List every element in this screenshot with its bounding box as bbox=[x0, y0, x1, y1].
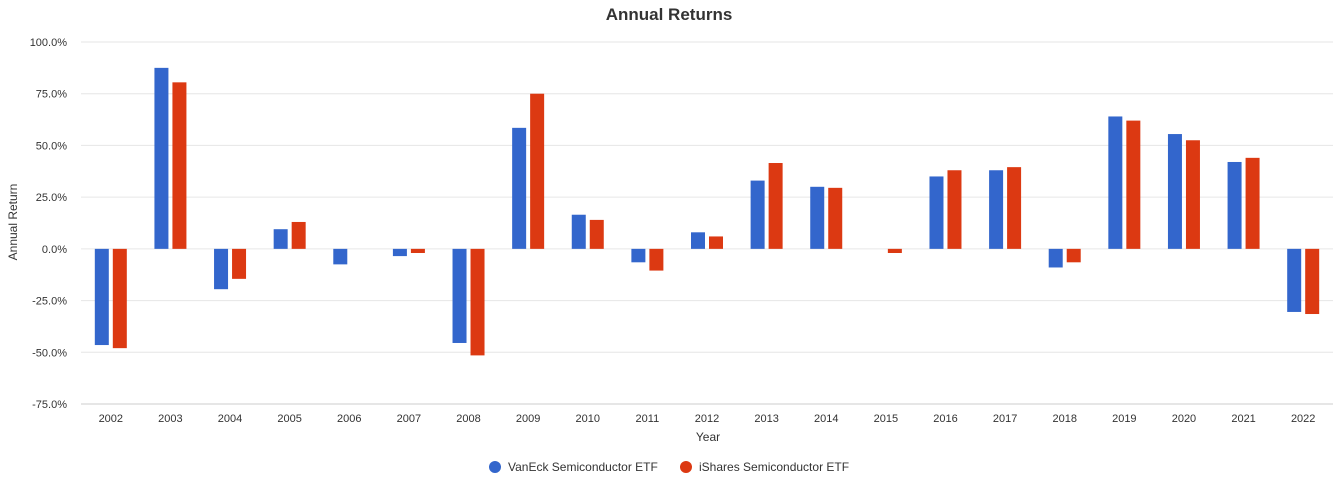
x-tick-label: 2008 bbox=[456, 413, 480, 425]
x-tick-label: 2022 bbox=[1291, 413, 1315, 425]
bar-vaneck-2021 bbox=[1227, 161, 1242, 249]
legend-label: iShares Semiconductor ETF bbox=[699, 460, 849, 474]
bar-vaneck-2019 bbox=[1108, 116, 1123, 249]
bar-vaneck-2002 bbox=[94, 248, 109, 346]
bar-vaneck-2003 bbox=[154, 67, 169, 249]
bar-vaneck-2010 bbox=[571, 214, 586, 249]
bar-ishares-2004 bbox=[232, 248, 247, 279]
bars bbox=[94, 67, 1320, 356]
y-axis-ticks: 100.0% 75.0% 50.0% 25.0% 0.0% -25.0% -50.0% -75… bbox=[30, 37, 68, 411]
bar-ishares-2018 bbox=[1066, 248, 1081, 263]
y-tick-label: 75.0% bbox=[36, 89, 67, 101]
bar-ishares-2011 bbox=[649, 248, 664, 271]
x-tick-label: 2010 bbox=[576, 413, 600, 425]
bar-ishares-2005 bbox=[291, 221, 306, 249]
x-tick-label: 2004 bbox=[218, 413, 242, 425]
bar-ishares-2009 bbox=[530, 93, 545, 249]
x-tick-label: 2014 bbox=[814, 413, 838, 425]
bar-vaneck-2007 bbox=[392, 248, 407, 257]
bar-vaneck-2008 bbox=[452, 248, 467, 343]
bar-ishares-2019 bbox=[1126, 120, 1141, 249]
y-tick-label: 0.0% bbox=[42, 244, 67, 256]
bar-ishares-2012 bbox=[709, 236, 723, 249]
bar-vaneck-2022 bbox=[1287, 248, 1302, 312]
bar-ishares-2017 bbox=[1007, 167, 1022, 249]
bar-vaneck-2016 bbox=[929, 176, 944, 249]
y-tick-label: 100.0% bbox=[30, 37, 68, 49]
x-tick-label: 2020 bbox=[1172, 413, 1196, 425]
bar-vaneck-2018 bbox=[1048, 248, 1063, 268]
legend-marker-ishares bbox=[680, 461, 692, 473]
x-tick-label: 2015 bbox=[874, 413, 898, 425]
bar-vaneck-2006 bbox=[333, 248, 348, 265]
bar-vaneck-2011 bbox=[631, 248, 646, 263]
bar-vaneck-2014 bbox=[810, 186, 825, 249]
chart-title: Annual Returns bbox=[606, 5, 733, 24]
y-tick-label: -25.0% bbox=[32, 296, 67, 308]
x-tick-label: 2005 bbox=[277, 413, 301, 425]
bar-vaneck-2009 bbox=[512, 127, 527, 249]
bar-ishares-2007 bbox=[410, 248, 425, 253]
bar-vaneck-2017 bbox=[989, 170, 1004, 249]
bar-vaneck-2013 bbox=[750, 180, 765, 249]
x-axis-ticks: 2002 2003 2004 2005 2006 2007 2008 2009 2010 2011… bbox=[99, 413, 1316, 425]
x-tick-label: 2006 bbox=[337, 413, 361, 425]
bar-ishares-2003 bbox=[172, 82, 187, 249]
y-axis-title: Annual Return bbox=[6, 184, 20, 261]
x-tick-label: 2016 bbox=[933, 413, 957, 425]
x-tick-label: 2003 bbox=[158, 413, 182, 425]
bar-ishares-2016 bbox=[947, 170, 962, 249]
legend-marker-vaneck bbox=[489, 461, 501, 473]
x-tick-label: 2011 bbox=[636, 413, 660, 425]
y-tick-label: -50.0% bbox=[32, 347, 67, 359]
bar-ishares-2002 bbox=[112, 248, 127, 349]
y-tick-label: -75.0% bbox=[32, 399, 67, 411]
bar-ishares-2015 bbox=[887, 248, 902, 253]
y-tick-label: 25.0% bbox=[36, 192, 67, 204]
x-tick-label: 2009 bbox=[516, 413, 540, 425]
bar-ishares-2008 bbox=[470, 248, 485, 356]
y-tick-label: 50.0% bbox=[36, 140, 67, 152]
bar-ishares-2020 bbox=[1185, 140, 1200, 249]
bar-vaneck-2012 bbox=[691, 232, 705, 249]
bar-ishares-2014 bbox=[828, 187, 843, 249]
x-tick-label: 2012 bbox=[695, 413, 719, 425]
bar-vaneck-2004 bbox=[214, 248, 229, 290]
bar-ishares-2013 bbox=[768, 163, 783, 249]
x-tick-label: 2017 bbox=[993, 413, 1017, 425]
legend-label: VanEck Semiconductor ETF bbox=[508, 460, 658, 474]
x-tick-label: 2019 bbox=[1112, 413, 1136, 425]
bar-vaneck-2005 bbox=[273, 229, 288, 249]
bar-ishares-2022 bbox=[1305, 248, 1320, 315]
legend: VanEck Semiconductor ETF iShares Semicond… bbox=[489, 460, 849, 474]
x-tick-label: 2021 bbox=[1231, 413, 1255, 425]
x-tick-label: 2018 bbox=[1052, 413, 1076, 425]
bar-ishares-2021 bbox=[1245, 157, 1260, 249]
gridlines bbox=[81, 41, 1333, 405]
bar-vaneck-2020 bbox=[1167, 134, 1182, 249]
x-tick-label: 2002 bbox=[99, 413, 123, 425]
x-tick-label: 2007 bbox=[397, 413, 421, 425]
x-axis-title: Year bbox=[696, 430, 720, 444]
bar-ishares-2010 bbox=[589, 219, 604, 249]
x-tick-label: 2013 bbox=[754, 413, 778, 425]
